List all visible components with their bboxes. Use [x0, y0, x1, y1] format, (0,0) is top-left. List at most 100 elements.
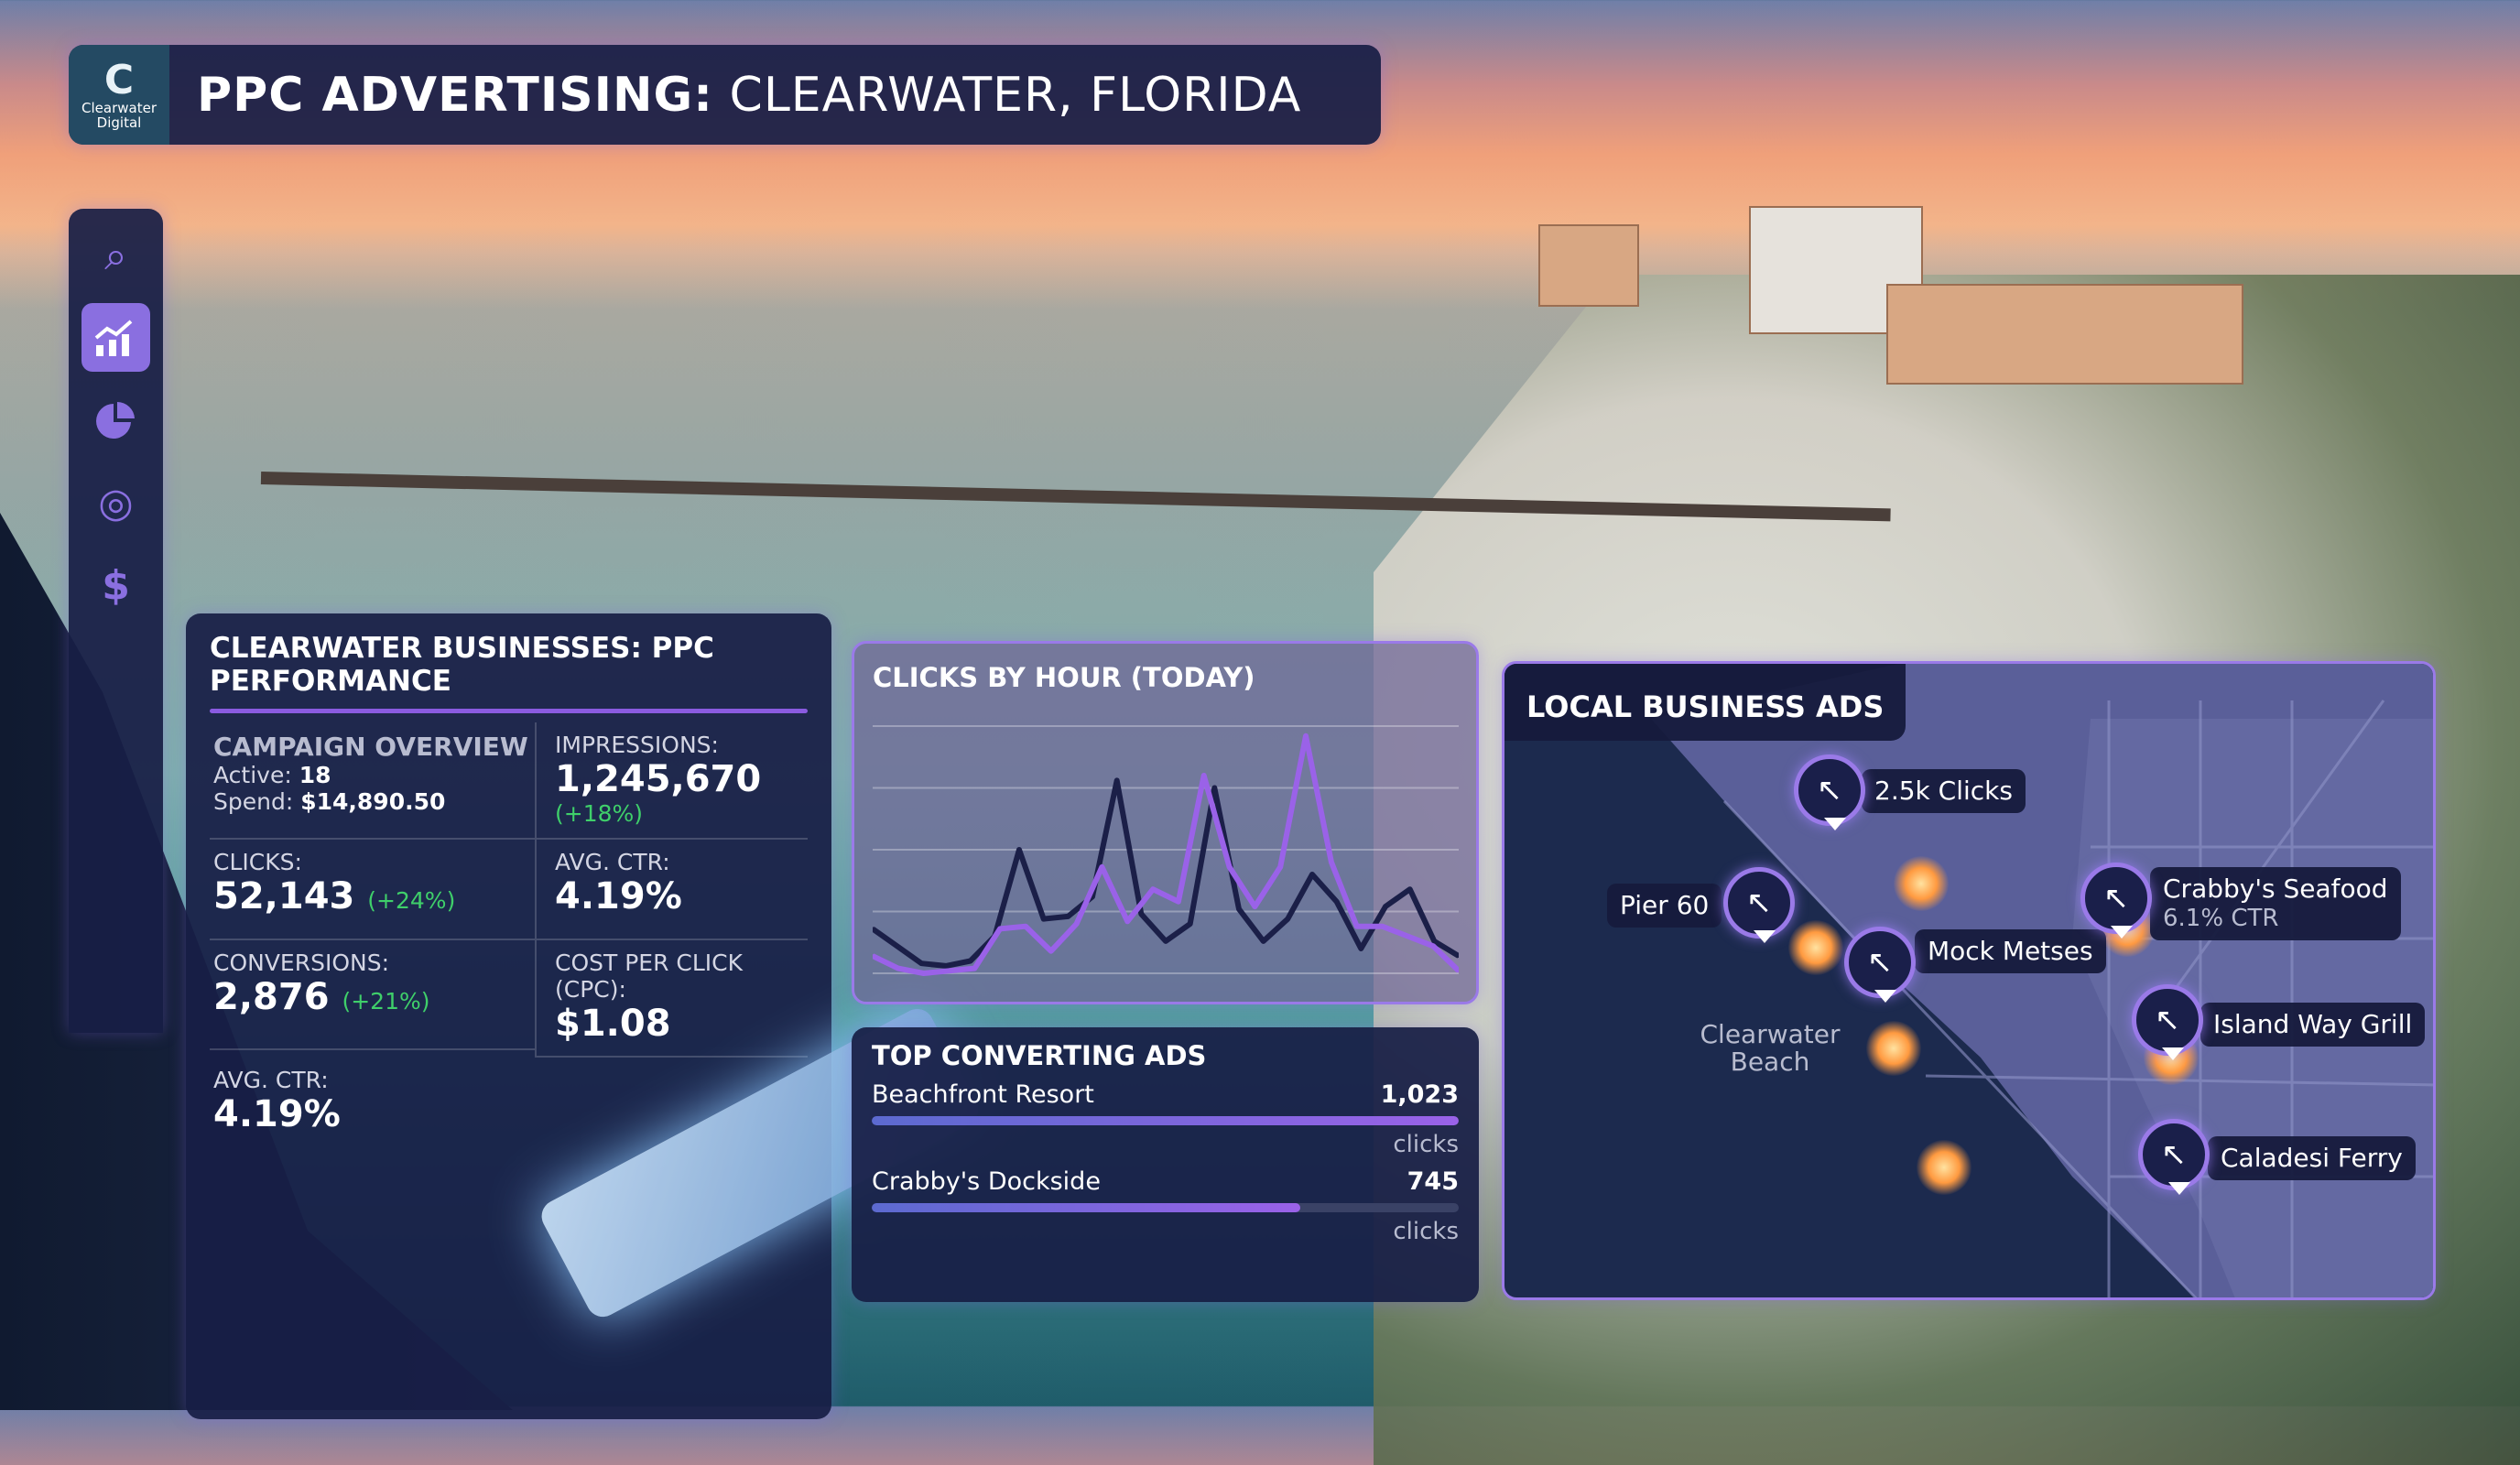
- cursor-click-icon[interactable]: ↖: [1794, 754, 1865, 830]
- data-point: [944, 963, 948, 968]
- marker-label: Caladesi Ferry: [2208, 1136, 2416, 1180]
- data-point: [1334, 899, 1339, 904]
- impressions-metric: IMPRESSIONS: 1,245,670 (+18%): [535, 722, 808, 840]
- data-point: [947, 969, 951, 973]
- data-point: [1253, 905, 1257, 909]
- local-business-ads-map[interactable]: LOCAL BUSINESS ADS Clearwater Beach 2.5k…: [1502, 661, 2436, 1300]
- cursor-click-icon[interactable]: ↖: [2132, 984, 2203, 1060]
- active-count: 18: [299, 762, 331, 788]
- label: AVG. CTR:: [555, 849, 670, 875]
- search-icon[interactable]: ⌕: [104, 233, 127, 279]
- label: CONVERSIONS:: [213, 950, 390, 976]
- ctr-sub-label: 6.1% CTR: [2163, 905, 2279, 932]
- ad-name: Crabby's Dockside: [872, 1167, 1101, 1196]
- ctr-value: 4.19%: [555, 875, 682, 917]
- panel-title: LOCAL BUSINESS ADS: [1504, 664, 1906, 741]
- data-point: [1304, 733, 1309, 738]
- data-point: [1380, 924, 1385, 928]
- target-icon[interactable]: ◎: [98, 480, 134, 526]
- data-point: [998, 927, 1003, 931]
- line-chart: [873, 725, 1459, 976]
- dollar-icon[interactable]: $: [102, 562, 130, 609]
- data-point: [1407, 887, 1412, 892]
- data-point: [1384, 905, 1387, 909]
- ad-clicks: 745: [1407, 1167, 1459, 1196]
- marker-label: 2.5k Clicks: [1862, 769, 2026, 813]
- data-point: [1017, 848, 1021, 852]
- growth-chart-icon[interactable]: [81, 303, 150, 372]
- area-label: Clearwater Beach: [1700, 1019, 1841, 1077]
- data-point: [896, 966, 900, 971]
- title-rest: CLEARWATER, FLORIDA: [712, 67, 1302, 123]
- data-point: [1286, 917, 1290, 921]
- ad-item[interactable]: Crabby's Dockside 745 clicks: [872, 1167, 1459, 1245]
- ad-name: Beachfront Resort: [872, 1080, 1094, 1109]
- cursor-click-icon[interactable]: ↖: [1844, 927, 1916, 1003]
- ctr-value: 4.19%: [213, 1093, 341, 1135]
- data-point: [1100, 864, 1104, 869]
- data-point: [1431, 944, 1436, 949]
- data-point: [1432, 939, 1437, 943]
- ad-clicks: 1,023: [1380, 1080, 1459, 1109]
- progress-bar: [872, 1116, 1459, 1125]
- label: Active:: [213, 762, 292, 788]
- data-point: [1074, 922, 1079, 926]
- cursor-click-icon[interactable]: ↖: [2080, 863, 2152, 939]
- impressions-value: 1,245,670: [555, 758, 762, 800]
- hotel-building: [1538, 224, 1639, 307]
- unit-label: clicks: [1393, 1218, 1459, 1245]
- series-line-0: [873, 777, 1459, 969]
- label: IMPRESSIONS:: [555, 732, 719, 758]
- clicks-by-hour-panel: CLICKS BY HOUR (TODAY): [852, 641, 1479, 1004]
- conversions-metric: CONVERSIONS: 2,876 (+21%): [210, 940, 535, 1050]
- data-point: [1041, 917, 1046, 921]
- marker-label: Mock Metses: [1915, 929, 2106, 973]
- data-point: [1227, 864, 1232, 869]
- wave-logo-icon: C: [103, 56, 135, 103]
- data-point: [1457, 969, 1459, 973]
- data-point: [1151, 887, 1156, 892]
- cursor-click-icon[interactable]: ↖: [2138, 1119, 2210, 1195]
- panel-title: TOP CONVERTING ADS: [872, 1040, 1207, 1071]
- logo-text: Clearwater: [81, 99, 157, 116]
- cursor-click-icon[interactable]: ↖: [1723, 867, 1795, 943]
- data-point: [968, 959, 972, 963]
- label: CAMPAIGN OVERVIEW: [213, 732, 528, 762]
- logo: C Clearwater Digital: [69, 45, 169, 145]
- data-point: [1139, 912, 1144, 917]
- hotspot-glow: [1917, 1140, 1971, 1195]
- ctr-metric-2: AVG. CTR: 4.19%: [210, 1058, 535, 1146]
- label: COST PER CLICK (CPC):: [555, 950, 744, 1003]
- hotel-building: [1886, 284, 2243, 385]
- marker-label: Crabby's Seafood 6.1% CTR: [2150, 867, 2401, 940]
- campaign-overview: CAMPAIGN OVERVIEW Active: 18 Spend: $14,…: [210, 722, 535, 840]
- data-point: [1329, 860, 1333, 864]
- chart-title: CLICKS BY HOUR (TODAY): [873, 662, 1255, 693]
- hotspot-glow: [1866, 1021, 1921, 1076]
- top-converting-ads-panel: TOP CONVERTING ADS Beachfront Resort 1,02…: [852, 1027, 1479, 1302]
- series-line-1: [873, 732, 1459, 976]
- conversions-change: (+21%): [342, 988, 430, 1015]
- data-point: [873, 954, 874, 959]
- ad-item[interactable]: Beachfront Resort 1,023 clicks: [872, 1080, 1459, 1158]
- spend-value: $14,890.50: [300, 788, 446, 815]
- data-point: [1278, 864, 1283, 869]
- data-point: [1114, 778, 1119, 783]
- hotspot-glow: [1894, 856, 1949, 911]
- data-point: [1406, 934, 1410, 939]
- logo-text: Digital: [96, 114, 142, 131]
- hotspot-glow: [1788, 920, 1843, 975]
- impressions-change: (+18%): [555, 800, 644, 827]
- clicks-change: (+24%): [367, 887, 456, 914]
- data-point: [1212, 786, 1217, 790]
- marker-name: Crabby's Seafood: [2163, 874, 2388, 904]
- data-point: [895, 944, 899, 949]
- data-point: [1359, 947, 1363, 950]
- ctr-metric: AVG. CTR: 4.19%: [535, 840, 808, 940]
- page-title: PPC ADVERTISING: CLEARWATER, FLORIDA: [197, 68, 1301, 123]
- pie-chart-icon[interactable]: [81, 386, 150, 455]
- map-graphic: [1651, 664, 2433, 1297]
- data-point: [972, 966, 977, 971]
- panel-title: CLEARWATER BUSINESSES: PPC PERFORMANCE: [210, 632, 714, 698]
- label: CLICKS:: [213, 849, 302, 875]
